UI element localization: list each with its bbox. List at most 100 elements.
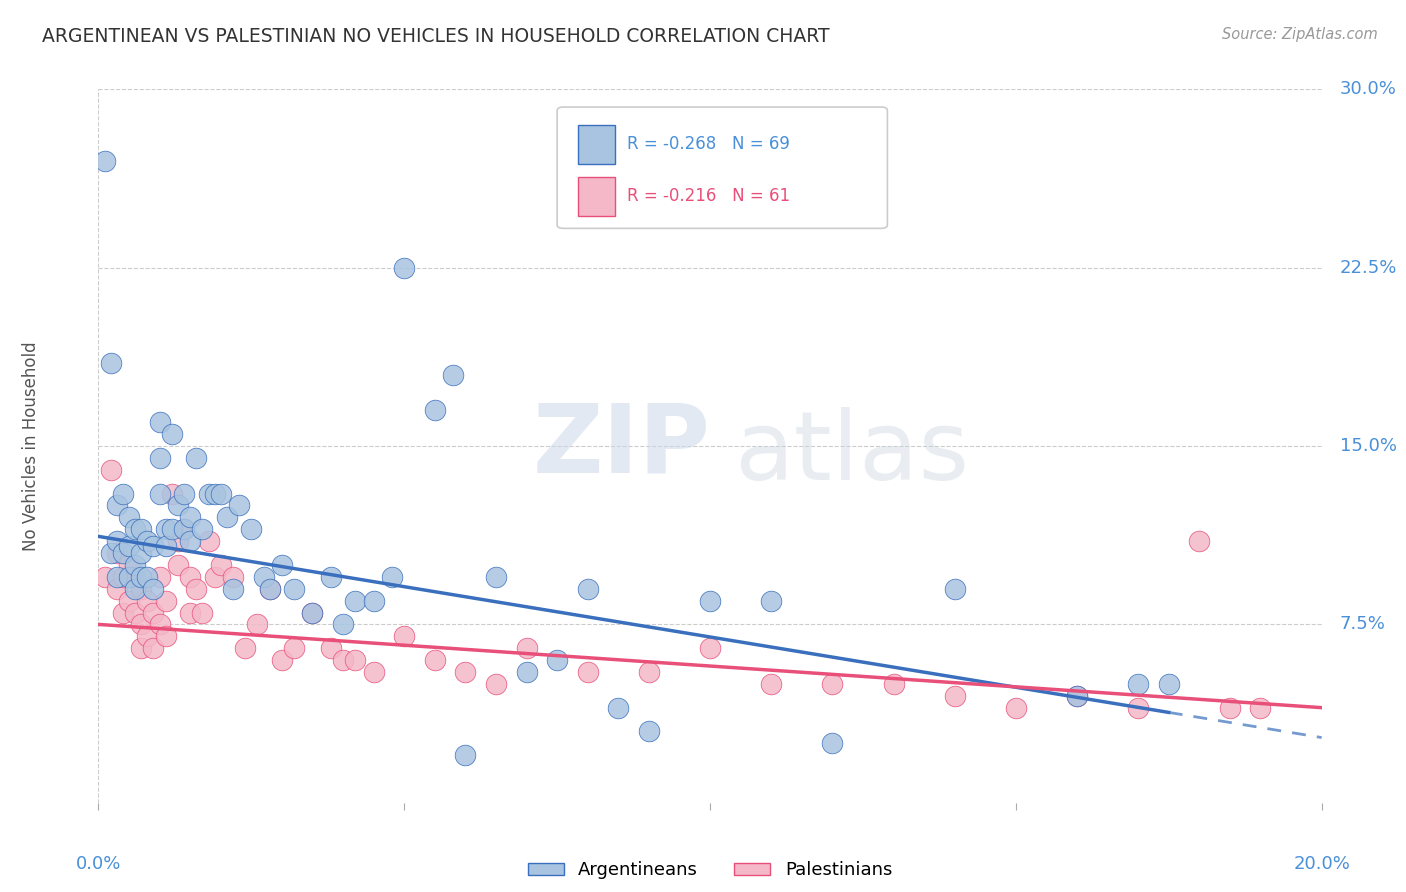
- Point: [100, 356, 122, 370]
- Point: [149, 570, 172, 584]
- Point: [105, 570, 128, 584]
- Point: [160, 522, 183, 536]
- Point: [240, 522, 263, 536]
- Text: atlas: atlas: [734, 407, 970, 500]
- Point: [186, 582, 208, 596]
- Point: [136, 629, 159, 643]
- Point: [252, 570, 274, 584]
- Point: [441, 368, 464, 382]
- Point: [160, 427, 183, 442]
- Point: [699, 641, 721, 656]
- Point: [1066, 689, 1088, 703]
- Point: [222, 570, 245, 584]
- Point: [637, 724, 661, 739]
- Point: [179, 534, 201, 549]
- Point: [301, 606, 323, 620]
- Point: [136, 534, 159, 549]
- Point: [100, 546, 122, 560]
- Point: [576, 665, 599, 679]
- Text: 30.0%: 30.0%: [1340, 80, 1398, 98]
- Point: [136, 593, 159, 607]
- FancyBboxPatch shape: [557, 107, 887, 228]
- Point: [485, 570, 508, 584]
- Point: [149, 617, 172, 632]
- Point: [105, 582, 128, 596]
- Point: [173, 486, 195, 500]
- Point: [607, 700, 630, 714]
- Text: No Vehicles in Household: No Vehicles in Household: [22, 341, 41, 551]
- Point: [179, 510, 201, 524]
- Point: [222, 582, 245, 596]
- Point: [204, 570, 226, 584]
- Point: [943, 582, 966, 596]
- Point: [197, 486, 219, 500]
- Point: [167, 558, 190, 572]
- Point: [363, 665, 385, 679]
- Point: [136, 570, 159, 584]
- Point: [155, 629, 177, 643]
- Point: [111, 570, 134, 584]
- Point: [111, 606, 134, 620]
- Point: [759, 677, 782, 691]
- Point: [155, 522, 177, 536]
- Point: [173, 522, 195, 536]
- Text: R = -0.216   N = 61: R = -0.216 N = 61: [627, 187, 790, 205]
- Point: [381, 570, 404, 584]
- Bar: [578, 125, 614, 164]
- Point: [392, 629, 416, 643]
- Point: [209, 486, 232, 500]
- Point: [637, 665, 661, 679]
- Point: [124, 582, 146, 596]
- Point: [1128, 700, 1150, 714]
- Point: [129, 570, 152, 584]
- Point: [129, 641, 152, 656]
- Point: [301, 606, 323, 620]
- Point: [93, 570, 115, 584]
- Point: [883, 677, 905, 691]
- Point: [283, 582, 305, 596]
- Point: [160, 486, 183, 500]
- Point: [423, 403, 446, 417]
- Point: [129, 546, 152, 560]
- Text: R = -0.268   N = 69: R = -0.268 N = 69: [627, 136, 790, 153]
- Point: [129, 522, 152, 536]
- Text: Source: ZipAtlas.com: Source: ZipAtlas.com: [1222, 27, 1378, 42]
- Point: [485, 677, 508, 691]
- Point: [155, 539, 177, 553]
- Point: [124, 522, 146, 536]
- Point: [124, 558, 146, 572]
- Legend: Argentineans, Palestinians: Argentineans, Palestinians: [520, 855, 900, 887]
- Point: [191, 522, 214, 536]
- Point: [204, 486, 226, 500]
- Point: [228, 499, 250, 513]
- Point: [124, 570, 146, 584]
- Point: [270, 558, 292, 572]
- Point: [105, 534, 128, 549]
- Point: [118, 570, 141, 584]
- Point: [332, 653, 354, 667]
- Point: [173, 522, 195, 536]
- Point: [283, 641, 305, 656]
- Point: [319, 641, 342, 656]
- Text: 7.5%: 7.5%: [1340, 615, 1386, 633]
- Point: [149, 450, 172, 465]
- Point: [332, 617, 354, 632]
- Bar: [578, 177, 614, 216]
- Point: [1219, 700, 1241, 714]
- Point: [516, 665, 538, 679]
- Text: 0.0%: 0.0%: [76, 855, 121, 873]
- Point: [191, 606, 214, 620]
- Point: [392, 260, 416, 275]
- Point: [516, 641, 538, 656]
- Point: [149, 415, 172, 429]
- Point: [1004, 700, 1026, 714]
- Point: [344, 593, 367, 607]
- Point: [576, 582, 599, 596]
- Point: [111, 546, 134, 560]
- Text: ARGENTINEAN VS PALESTINIAN NO VEHICLES IN HOUSEHOLD CORRELATION CHART: ARGENTINEAN VS PALESTINIAN NO VEHICLES I…: [42, 27, 830, 45]
- Point: [759, 593, 782, 607]
- Point: [142, 606, 165, 620]
- Point: [454, 665, 477, 679]
- Point: [111, 486, 134, 500]
- Point: [179, 606, 201, 620]
